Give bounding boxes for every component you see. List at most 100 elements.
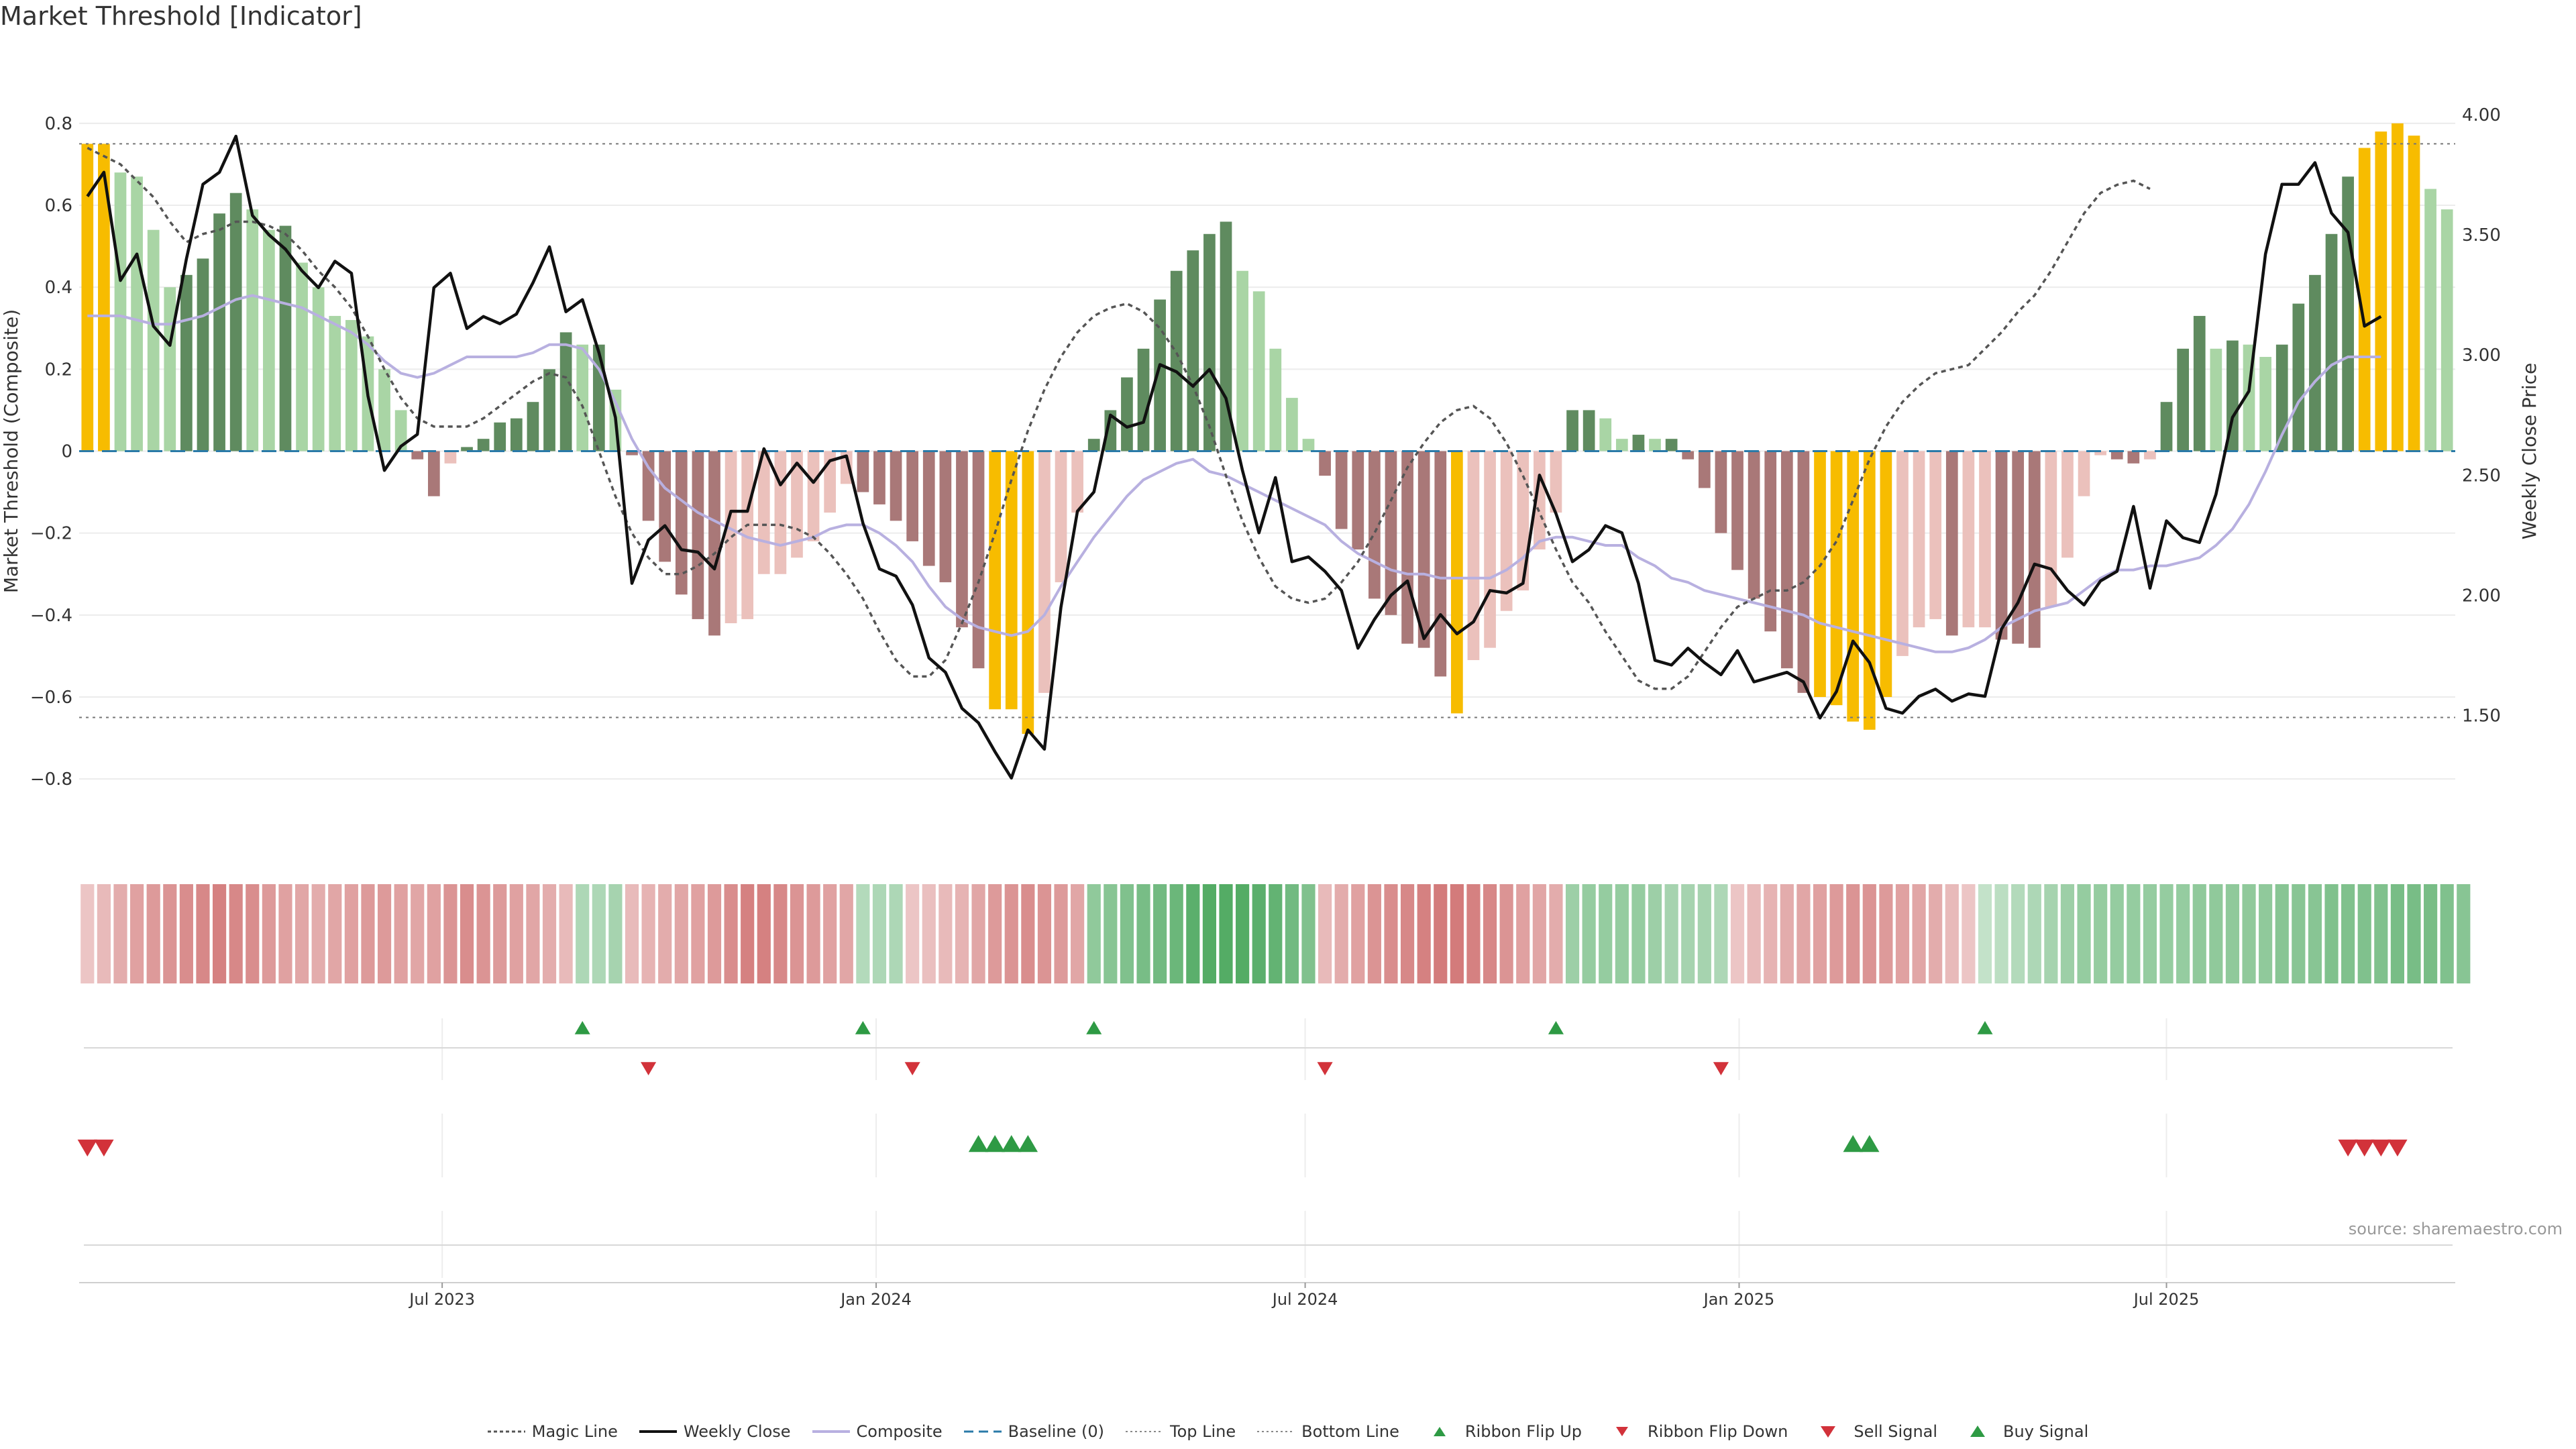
legend-swatch-sell <box>1821 1426 1836 1438</box>
ribbon-cell <box>1054 884 1068 983</box>
composite-bar <box>378 369 390 451</box>
composite-bar <box>1467 451 1480 661</box>
composite-bar <box>1847 451 1860 722</box>
composite-bar <box>394 410 407 451</box>
ribbon-cell <box>2027 884 2041 983</box>
ribbon-flip-down-marker <box>1317 1062 1333 1075</box>
y-tick-label-left: 0 <box>61 442 72 462</box>
composite-bar <box>1038 451 1051 693</box>
ribbon-cell <box>2209 884 2223 983</box>
composite-bar <box>1929 451 1942 619</box>
ribbon-cell <box>443 884 458 983</box>
composite-bar <box>989 451 1002 710</box>
legend-label: Ribbon Flip Down <box>1648 1422 1788 1441</box>
ribbon-cell <box>1450 884 1464 983</box>
composite-bar <box>81 144 94 451</box>
x-tick-label: Jul 2023 <box>408 1290 475 1309</box>
ribbon-cell <box>542 884 557 983</box>
composite-bar <box>1764 451 1777 632</box>
composite-bar <box>2358 148 2371 451</box>
ribbon-cell <box>97 884 111 983</box>
composite-bar <box>857 451 869 492</box>
composite-bar <box>2127 451 2140 464</box>
x-axis-layer: Jul 2023 Jan 2024 Jul 2024 Jan 2025 Jul 2025 <box>79 1282 2455 1309</box>
ribbon-cell <box>2390 884 2404 983</box>
composite-bar <box>2177 348 2190 451</box>
y-axis-title-right: Weekly Close Price <box>2518 363 2540 539</box>
buy-signal-marker <box>1860 1135 1880 1152</box>
ribbon-cell <box>1994 884 2008 983</box>
composite-bar <box>1252 291 1265 451</box>
ribbon-cell <box>1631 884 1646 983</box>
composite-bar <box>1170 270 1183 451</box>
composite-bar <box>1005 451 1018 710</box>
composite-bar <box>559 332 572 451</box>
ribbon-cell <box>839 884 853 983</box>
ribbon-cell <box>509 884 523 983</box>
composite-bar <box>2342 176 2354 451</box>
composite-bar <box>147 229 160 451</box>
legend-swatch-magic <box>487 1430 525 1433</box>
y-tick-label-right: 4.00 <box>2462 105 2501 125</box>
ribbon-cell <box>2225 884 2240 983</box>
ribbon-cell <box>1879 884 1893 983</box>
legend-swatch-flipdown <box>1616 1427 1628 1436</box>
ribbon-cell <box>1021 884 1035 983</box>
ribbon-cell <box>394 884 408 983</box>
composite-bar <box>1880 451 1892 697</box>
legend-label: Ribbon Flip Up <box>1464 1422 1582 1441</box>
ribbon-cell <box>2357 884 2371 983</box>
ribbon-cell <box>1929 884 1943 983</box>
composite-bar <box>890 451 902 521</box>
composite-bar <box>2325 233 2338 451</box>
composite-bar <box>1121 377 1133 451</box>
composite-bar <box>1814 451 1826 697</box>
ribbon-cell <box>741 884 755 983</box>
composite-bar <box>197 258 209 451</box>
ribbon-cell <box>1697 884 1711 983</box>
composite-bar <box>2094 451 2107 455</box>
legend-item-sell: Sell Signal <box>1809 1422 1937 1441</box>
ribbon-layer <box>80 884 2471 983</box>
buy-signal-marker <box>1018 1135 1038 1152</box>
ribbon-cell <box>361 884 375 983</box>
composite-bar <box>246 209 259 451</box>
composite-bar <box>1599 418 1612 451</box>
composite-bar <box>1682 451 1695 460</box>
composite-bar <box>1417 451 1430 648</box>
composite-bar <box>213 213 225 451</box>
composite-bar <box>461 447 473 451</box>
composite-bar <box>2309 274 2321 451</box>
ribbon-cell <box>1499 884 1513 983</box>
composite-bar <box>906 451 919 541</box>
x-tick-label: Jul 2025 <box>2133 1290 2200 1309</box>
ribbon-cell <box>938 884 953 983</box>
ribbon-cell <box>2044 884 2058 983</box>
composite-bar <box>956 451 968 628</box>
legend-item-close: Weekly Close <box>639 1422 791 1441</box>
legend-item-composite: Composite <box>812 1422 943 1441</box>
ribbon-cell <box>1367 884 1381 983</box>
composite-bar <box>2144 451 2156 460</box>
ribbon-cell <box>856 884 870 983</box>
composite-bar <box>2045 451 2057 607</box>
ribbon-cell <box>246 884 260 983</box>
ribbon-cell <box>2407 884 2421 983</box>
ribbon-cell <box>113 884 127 983</box>
composite-bar <box>477 439 490 451</box>
composite-bar <box>2424 189 2436 451</box>
ribbon-cell <box>1318 884 1332 983</box>
legend-label: Weekly Close <box>683 1422 791 1441</box>
composite-bar <box>774 451 787 574</box>
ribbon-cell <box>1962 884 1976 983</box>
ribbon-cell <box>988 884 1002 983</box>
ribbon-cell <box>1945 884 1959 983</box>
composite-bar <box>2275 344 2288 451</box>
lines-layer <box>79 134 2455 780</box>
legend-swatch-buy <box>1970 1426 1986 1437</box>
ribbon-cell <box>2308 884 2322 983</box>
composite-bar <box>2292 303 2305 451</box>
ribbon-cell <box>576 884 590 983</box>
composite-bar <box>1352 451 1364 550</box>
composite-bar <box>1830 451 1843 706</box>
